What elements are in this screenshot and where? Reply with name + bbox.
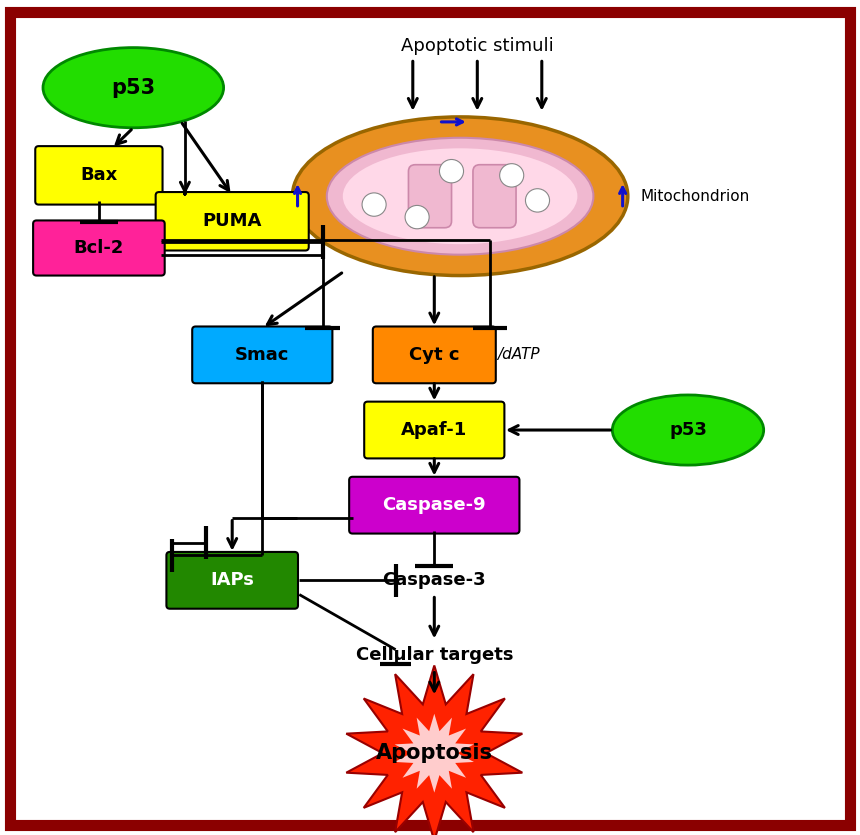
Polygon shape (347, 665, 522, 835)
FancyBboxPatch shape (10, 12, 850, 825)
Circle shape (525, 189, 550, 212)
FancyBboxPatch shape (349, 477, 519, 534)
Text: Cellular targets: Cellular targets (355, 646, 513, 665)
Text: Apoptotic stimuli: Apoptotic stimuli (401, 37, 554, 55)
Ellipse shape (292, 117, 628, 276)
Text: p53: p53 (111, 78, 156, 98)
Ellipse shape (343, 149, 577, 244)
Text: Caspase-9: Caspase-9 (383, 496, 486, 514)
Text: p53: p53 (669, 421, 707, 439)
Text: Cyt c: Cyt c (409, 346, 459, 364)
Ellipse shape (612, 395, 764, 465)
Circle shape (500, 164, 524, 187)
Text: Bcl-2: Bcl-2 (74, 239, 124, 257)
Ellipse shape (327, 138, 593, 255)
Text: IAPs: IAPs (210, 571, 255, 590)
Text: Caspase-3: Caspase-3 (383, 571, 486, 590)
FancyBboxPatch shape (473, 164, 516, 228)
Text: Apaf-1: Apaf-1 (401, 421, 468, 439)
Text: Smac: Smac (235, 346, 290, 364)
Text: Bax: Bax (80, 166, 118, 185)
Text: Apoptosis: Apoptosis (376, 743, 493, 763)
FancyBboxPatch shape (408, 164, 452, 228)
Ellipse shape (43, 48, 224, 128)
FancyBboxPatch shape (192, 326, 332, 383)
FancyBboxPatch shape (167, 552, 298, 609)
Text: /dATP: /dATP (497, 347, 540, 362)
Text: PUMA: PUMA (202, 212, 262, 230)
Circle shape (405, 205, 429, 229)
FancyBboxPatch shape (365, 402, 504, 458)
FancyBboxPatch shape (373, 326, 495, 383)
Circle shape (362, 193, 386, 216)
FancyBboxPatch shape (35, 146, 163, 205)
FancyBboxPatch shape (156, 192, 309, 250)
FancyBboxPatch shape (34, 220, 165, 276)
Text: Mitochondrion: Mitochondrion (641, 189, 750, 204)
Circle shape (439, 159, 464, 183)
Polygon shape (395, 714, 474, 792)
